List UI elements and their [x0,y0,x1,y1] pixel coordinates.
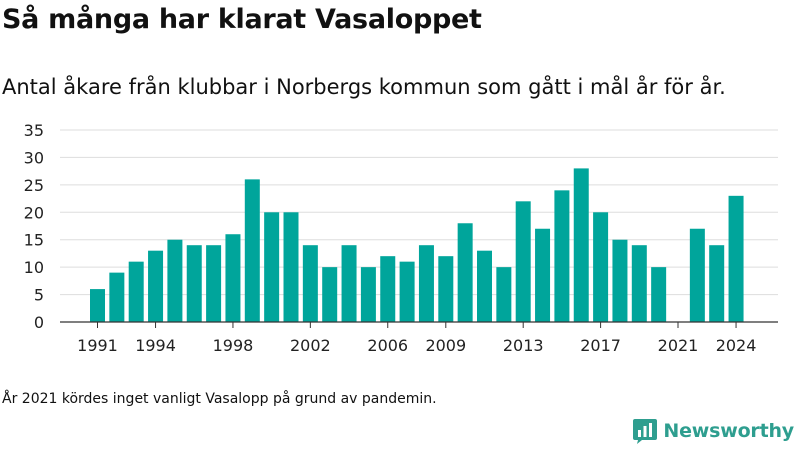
x-tick-label: 1991 [77,336,118,355]
y-tick-label: 0 [34,313,44,332]
bar-2018 [612,239,628,322]
y-tick-label: 35 [24,121,44,140]
brand-logo: Newsworthy [633,418,794,444]
bar-2007 [399,261,415,322]
x-tick-label: 2017 [580,336,621,355]
bar-2003 [322,267,338,322]
bar-1995 [167,239,183,322]
bar-2004 [341,245,357,322]
bar-2002 [302,245,318,322]
bar-2008 [418,245,434,322]
bars [90,168,744,322]
bar-1991 [90,289,105,322]
brand-name: Newsworthy [663,420,794,442]
x-tick-label: 2009 [425,336,466,355]
chart-subtitle: Antal åkare från klubbar i Norbergs komm… [2,75,726,99]
y-tick-label: 20 [24,203,44,222]
bar-2006 [380,256,396,322]
bar-2013 [515,201,531,322]
bar-2009 [438,256,454,322]
y-tick-label: 10 [24,258,44,277]
bar-2024 [728,195,744,322]
bar-2016 [573,168,589,322]
footnote: År 2021 kördes inget vanligt Vasalopp på… [2,391,437,407]
bar-chart-logo-icon [633,419,658,444]
bar-2019 [631,245,647,322]
x-tick-label: 1998 [213,336,254,355]
bar-2017 [593,212,609,322]
bar-2011 [477,250,492,322]
bar-2010 [457,223,473,322]
x-tick-label: 2002 [290,336,331,355]
bar-1993 [128,261,144,322]
bar-1999 [244,179,260,322]
x-tick-label: 2024 [716,336,757,355]
x-tick-label: 2013 [503,336,544,355]
bar-2001 [283,212,299,322]
chart-title: Så många har klarat Vasaloppet [2,4,482,35]
y-tick-label: 15 [24,231,44,250]
bar-2012 [496,267,512,322]
bar-2020 [651,267,667,322]
bar-1994 [148,250,164,322]
bar-1998 [225,234,241,322]
x-tick-label: 2021 [658,336,699,355]
y-tick-label: 5 [34,286,44,305]
y-tick-label: 25 [24,176,44,195]
x-tick-label: 2006 [367,336,408,355]
bar-2023 [709,245,725,322]
bar-2022 [689,228,705,322]
bar-1996 [186,245,202,322]
bar-1997 [206,245,222,322]
bar-1992 [109,272,125,322]
bar-2014 [535,228,551,322]
x-tick-label: 1994 [135,336,176,355]
bar-chart: 0 5 10 15 20 25 30 35 1991 1994 1998 2002 2006 2009 20… [24,121,778,355]
axes: 0 5 10 15 20 25 30 35 1991 1994 1998 2002 2006 2009 20… [24,121,778,355]
bar-2015 [554,190,570,322]
y-tick-label: 30 [24,148,44,167]
bar-2005 [360,267,376,322]
bar-2000 [264,212,280,322]
